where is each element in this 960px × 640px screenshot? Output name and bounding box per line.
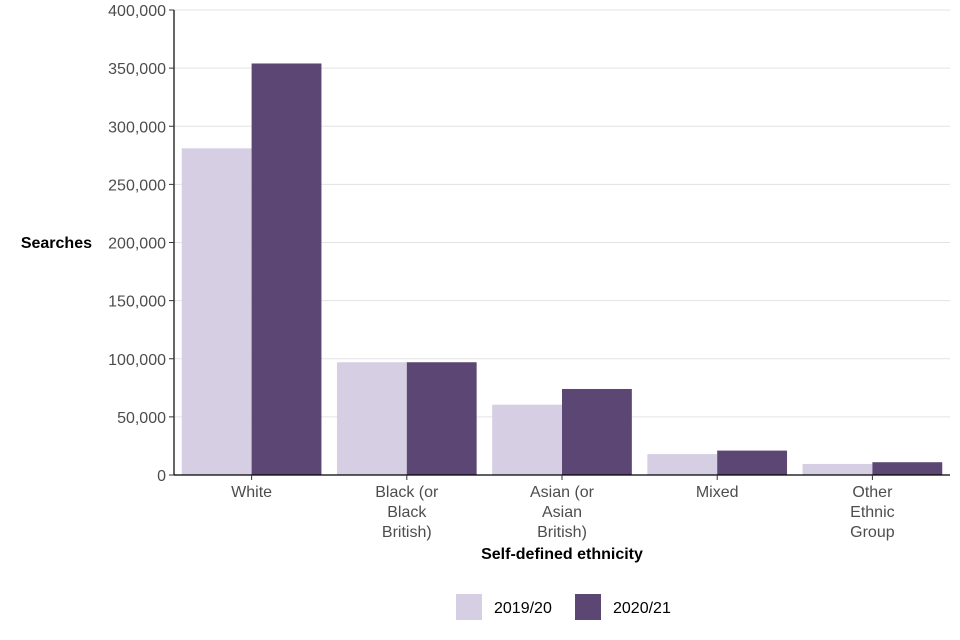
x-category-label-line: Asian: [542, 504, 582, 521]
x-category-label-line: Group: [850, 524, 895, 541]
y-tick-label: 150,000: [108, 294, 166, 311]
x-axis-title: Self-defined ethnicity: [481, 546, 643, 563]
bar: [492, 404, 562, 475]
y-tick-label: 100,000: [108, 352, 166, 369]
x-category-label-line: Black: [387, 504, 427, 521]
y-tick-label: 50,000: [117, 410, 166, 427]
x-category-label-line: Asian (or: [530, 484, 595, 501]
legend-label: 2019/20: [494, 600, 552, 617]
bar: [562, 388, 632, 475]
y-tick-label: 250,000: [108, 177, 166, 194]
x-category-label: Black (or Black British): [375, 484, 439, 541]
legend-label: 2020/21: [613, 600, 671, 617]
x-category-label-line: Ethnic: [850, 504, 894, 521]
bar: [406, 362, 477, 475]
bar: [251, 63, 322, 475]
y-axis-title: Searches: [21, 235, 92, 252]
x-category-label-line: Other: [852, 484, 893, 501]
bar: [802, 463, 873, 475]
legend-swatch: [456, 594, 482, 620]
x-category-label: Other Ethnic Group: [850, 484, 895, 541]
x-category-label-line: British): [382, 524, 432, 541]
y-tick-labels: 0 50,000 100,000 150,000 200,000 250,000 300,0…: [108, 3, 174, 485]
x-category-label-line: British): [537, 524, 587, 541]
bars: [181, 63, 943, 475]
bar: [717, 450, 788, 475]
x-category-label-line: White: [231, 484, 272, 501]
bar: [872, 462, 943, 475]
x-category-labels: White Black (or Black British)Asian (or Asia…: [231, 475, 895, 541]
bar: [647, 454, 718, 475]
y-tick-label: 200,000: [108, 236, 166, 253]
x-category-label: Asian (or Asian British): [530, 484, 595, 541]
legend-swatch: [575, 594, 601, 620]
y-tick-label: 0: [157, 468, 166, 485]
bar: [336, 362, 407, 475]
x-category-label-line: Mixed: [696, 484, 739, 501]
y-tick-label: 400,000: [108, 3, 166, 20]
legend: 2019/20 2020/21: [456, 594, 671, 620]
y-tick-label: 300,000: [108, 119, 166, 136]
bar: [181, 148, 252, 475]
x-category-label: White: [231, 484, 272, 501]
x-category-label: Mixed: [696, 484, 739, 501]
x-category-label-line: Black (or: [375, 484, 439, 501]
y-tick-label: 350,000: [108, 61, 166, 78]
